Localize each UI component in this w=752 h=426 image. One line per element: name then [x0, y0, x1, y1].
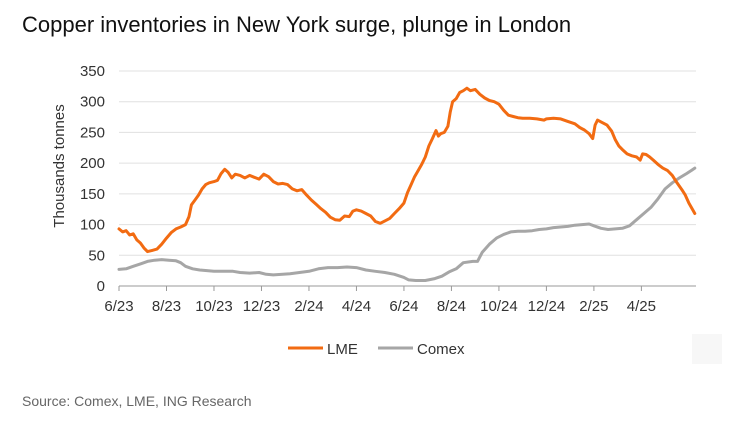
- chart-title: Copper inventories in New York surge, pl…: [22, 12, 572, 37]
- y-axis-ticks: 0 50 100 150 200 250 300 350: [80, 63, 105, 295]
- x-tick-label: 12/24: [528, 298, 566, 315]
- x-tick-label: 12/23: [243, 298, 281, 315]
- y-axis-title: Thousands tonnes: [51, 104, 68, 227]
- x-tick-label: 8/23: [152, 298, 181, 315]
- legend: LME Comex: [288, 341, 465, 358]
- y-tick-label: 350: [80, 63, 105, 80]
- series-line-lme: [117, 86, 697, 254]
- x-tick-label: 10/23: [195, 298, 233, 315]
- y-tick-label: 200: [80, 155, 105, 172]
- legend-label-lme: LME: [327, 341, 358, 358]
- gridlines: [119, 70, 696, 287]
- x-tick-label: 4/25: [627, 298, 656, 315]
- y-tick-label: 0: [97, 278, 105, 295]
- series-line-comex: [117, 166, 697, 282]
- line-chart: 0 50 100 150 200 250 300 350 6/23 8/23 10/23 12/23…: [51, 63, 697, 358]
- y-tick-label: 100: [80, 217, 105, 234]
- x-tick-label: 8/24: [437, 298, 466, 315]
- source-note: Source: Comex, LME, ING Research: [22, 393, 252, 409]
- legend-label-comex: Comex: [417, 341, 465, 358]
- x-axis-ticks: 6/23 8/23 10/23 12/23 2/24 4/24 6/24 8/24 10/24 1…: [104, 286, 656, 315]
- x-tick-label: 2/24: [294, 298, 323, 315]
- x-tick-label: 2/25: [579, 298, 608, 315]
- series-lines: [117, 86, 697, 282]
- y-tick-label: 300: [80, 94, 105, 111]
- y-tick-label: 50: [88, 247, 105, 264]
- y-tick-label: 150: [80, 186, 105, 203]
- x-tick-label: 4/24: [342, 298, 371, 315]
- x-tick-label: 6/23: [104, 298, 133, 315]
- x-tick-label: 10/24: [480, 298, 518, 315]
- y-tick-label: 250: [80, 124, 105, 141]
- corner-button[interactable]: [692, 334, 722, 364]
- x-tick-label: 6/24: [389, 298, 418, 315]
